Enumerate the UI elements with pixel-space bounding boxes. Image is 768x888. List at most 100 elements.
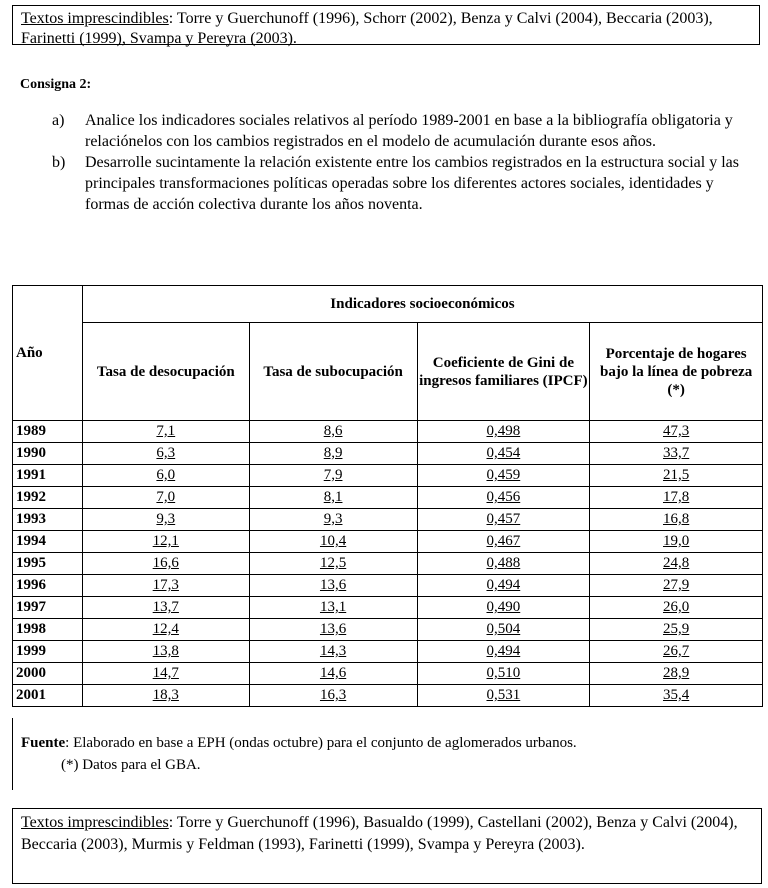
cell-value: 12,4	[152, 621, 179, 637]
cell-value: 12,5	[319, 555, 347, 571]
table-cell: 8,1	[248, 486, 418, 509]
header-underemployment: Tasa de subocupación	[248, 322, 418, 421]
cell-value: 16,3	[319, 687, 347, 703]
cell-value: 1998	[16, 621, 46, 637]
header-poverty: Porcentaje de hogares bajo la línea de p…	[589, 322, 763, 421]
table-row: 1989 7,1 8,6 0,498 47,3	[12, 420, 763, 443]
cell-value: 1999	[16, 643, 46, 659]
cell-value: 0,490	[486, 599, 521, 615]
table-cell: 0,459	[416, 464, 591, 487]
cell-value: 14,6	[319, 665, 347, 681]
item-marker: a)	[52, 112, 65, 129]
table-row: 1998 12,4 13,6 0,504 25,9	[12, 618, 763, 641]
table-cell: 0,490	[416, 596, 591, 619]
year-cell: 1996	[12, 574, 83, 597]
table-cell: 13,6	[248, 574, 418, 597]
cell-value: 16,8	[662, 511, 690, 527]
cell-value: 13,1	[319, 599, 347, 615]
required-texts-box-2: Textos imprescindibles: Torre y Guerchun…	[12, 808, 762, 884]
table-cell: 21,5	[589, 464, 763, 487]
cell-value: 1996	[16, 577, 46, 593]
cell-value: 33,7	[662, 445, 690, 461]
table-cell: 47,3	[589, 420, 763, 443]
table-cell: 0,488	[416, 552, 591, 575]
item-text: Analice los indicadores sociales relativ…	[85, 112, 733, 150]
year-cell: 1992	[12, 486, 83, 509]
cell-value: 13,7	[152, 599, 179, 615]
table-cell: 0,531	[416, 684, 591, 707]
cell-value: 21,5	[662, 467, 690, 483]
header-group: Indicadores socioeconómicos	[81, 285, 764, 323]
table-cell: 14,7	[81, 662, 250, 685]
cell-value: 17,8	[662, 489, 690, 505]
table-cell: 33,7	[589, 442, 763, 465]
cell-value: 7,0	[156, 489, 176, 505]
header-year: Año	[12, 285, 83, 421]
cell-value: 1993	[16, 511, 46, 527]
table-cell: 35,4	[589, 684, 763, 707]
item-text: Desarrolle sucintamente la relación exis…	[85, 154, 739, 213]
source-text: : Elaborado en base a EPH (ondas octubre…	[65, 735, 577, 751]
year-cell: 1995	[12, 552, 83, 575]
header-gini: Coeficiente de Gini de ingresos familiar…	[416, 322, 591, 421]
header-unemployment: Tasa de desocupación	[81, 322, 250, 421]
required-texts-box: Textos imprescindibles: Torre y Guerchun…	[12, 5, 760, 47]
table-cell: 17,3	[81, 574, 250, 597]
table-cell: 17,8	[589, 486, 763, 509]
cell-value: 1995	[16, 555, 46, 571]
table-cell: 10,4	[248, 530, 418, 553]
cell-value: 1991	[16, 467, 46, 483]
cell-value: 2001	[16, 687, 46, 703]
cell-value: 17,3	[152, 577, 179, 593]
table-cell: 0,457	[416, 508, 591, 531]
assignment-item: a) Analice los indicadores sociales relat…	[52, 110, 752, 152]
cell-value: 26,7	[662, 643, 690, 659]
table-cell: 9,3	[81, 508, 250, 531]
table-cell: 13,8	[81, 640, 250, 663]
cell-value: 9,3	[323, 511, 343, 527]
table-row: 2000 14,7 14,6 0,510 28,9	[12, 662, 763, 685]
table-row: 1997 13,7 13,1 0,490 26,0	[12, 596, 763, 619]
assignment-item: b) Desarrolle sucintamente la relación ex…	[52, 152, 752, 215]
cell-value: 14,7	[152, 665, 179, 681]
cell-value: 24,8	[662, 555, 690, 571]
year-cell: 1989	[12, 420, 83, 443]
required-texts-label: Textos imprescindibles	[21, 814, 169, 831]
cell-value: 0,531	[486, 687, 521, 703]
cell-value: 0,454	[486, 445, 521, 461]
table-cell: 9,3	[248, 508, 418, 531]
table-cell: 0,494	[416, 640, 591, 663]
table-row: 1993 9,3 9,3 0,457 16,8	[12, 508, 763, 531]
cell-value: 8,1	[323, 489, 343, 505]
cell-value: 1989	[16, 423, 46, 439]
table-cell: 16,3	[248, 684, 418, 707]
cell-value: 13,6	[319, 577, 347, 593]
year-cell: 1997	[12, 596, 83, 619]
table-cell: 0,498	[416, 420, 591, 443]
cell-value: 9,3	[156, 511, 176, 527]
cell-value: 18,3	[152, 687, 179, 703]
cell-value: 27,9	[662, 577, 690, 593]
table-row: 1995 16,6 12,5 0,488 24,8	[12, 552, 763, 575]
cell-value: 35,4	[662, 687, 690, 703]
cell-value: 13,8	[152, 643, 179, 659]
table-cell: 25,9	[589, 618, 763, 641]
table-cell: 0,467	[416, 530, 591, 553]
year-cell: 1998	[12, 618, 83, 641]
table-row: 1991 6,0 7,9 0,459 21,5	[12, 464, 763, 487]
source-note: Fuente: Elaborado en base a EPH (ondas o…	[12, 718, 752, 790]
source-footnote: (*) Datos para el GBA.	[61, 757, 201, 773]
table-cell: 7,9	[248, 464, 418, 487]
cell-value: 0,459	[486, 467, 521, 483]
table-cell: 0,456	[416, 486, 591, 509]
table-cell: 19,0	[589, 530, 763, 553]
cell-value: 12,1	[152, 533, 179, 549]
table-cell: 12,4	[81, 618, 250, 641]
table-row: 1994 12,1 10,4 0,467 19,0	[12, 530, 763, 553]
table-cell: 13,7	[81, 596, 250, 619]
year-cell: 1993	[12, 508, 83, 531]
table-cell: 0,454	[416, 442, 591, 465]
cell-value: 47,3	[662, 423, 690, 439]
indicators-table: Año Indicadores socioeconómicos Tasa de d…	[12, 285, 764, 707]
cell-value: 6,0	[156, 467, 176, 483]
